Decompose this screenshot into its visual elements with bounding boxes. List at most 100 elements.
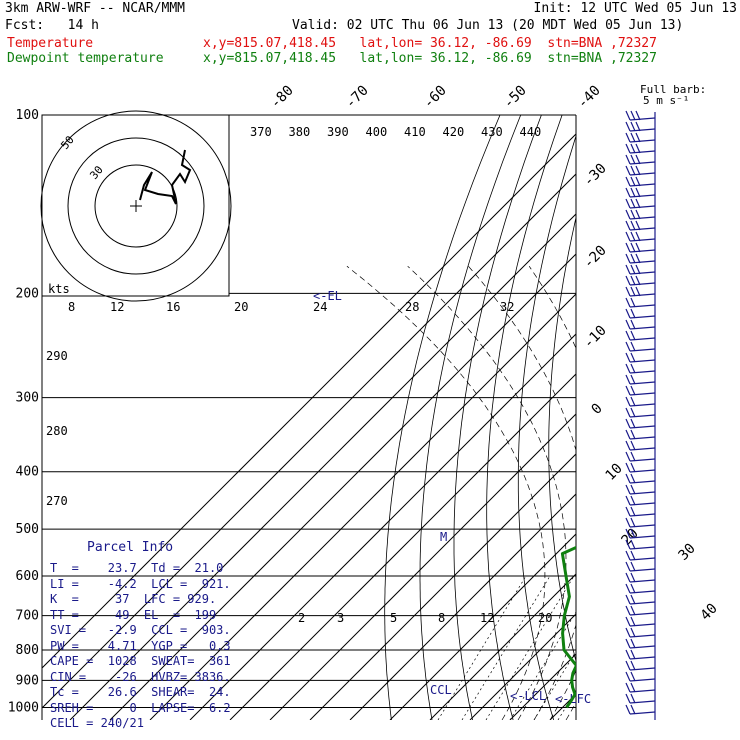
pressure-tick-label: 300 xyxy=(16,391,39,406)
isotherm-label: 10 xyxy=(603,461,626,484)
theta-top-label: 370 xyxy=(250,125,272,139)
low-mixing-ratio-label: 8 xyxy=(438,611,445,625)
wind-barb xyxy=(625,407,656,418)
wind-barb xyxy=(625,583,656,594)
wind-barb xyxy=(625,187,656,198)
theta-top-label: 380 xyxy=(289,125,311,139)
valid-time: Valid: 02 UTC Thu 06 Jun 13 (20 MDT Wed … xyxy=(292,18,684,33)
isotherm-label: -70 xyxy=(343,83,372,112)
wind-barb xyxy=(625,231,656,242)
isotherm-line xyxy=(189,333,576,720)
wind-barb xyxy=(625,132,656,143)
low-mixing-ratio-label: 20 xyxy=(538,611,552,625)
isotherm-line xyxy=(349,493,576,720)
isotherm-line xyxy=(149,293,576,720)
dry-adiabat xyxy=(548,215,576,663)
hodograph-ring xyxy=(40,110,232,302)
wind-barb xyxy=(625,605,656,616)
wind-barb xyxy=(625,319,656,330)
isotherm-line xyxy=(590,115,740,720)
parcel-info-row: CELL = 240/21 xyxy=(50,716,144,730)
mixing-ratio-line xyxy=(461,575,551,720)
wind-barb xyxy=(625,649,656,660)
wind-barb xyxy=(625,594,656,605)
pressure-tick-label: 400 xyxy=(16,465,39,480)
wind-barb xyxy=(625,308,656,319)
isotherm-label: -60 xyxy=(421,83,450,112)
wind-barb xyxy=(625,297,656,308)
theta-top-label: 390 xyxy=(327,125,349,139)
wind-barb xyxy=(625,143,656,154)
wind-barb xyxy=(625,484,656,495)
isotherm-label: 0 xyxy=(589,401,606,418)
temperature-location: x,y=815.07,418.45 lat,lon= 36.12, -86.69… xyxy=(203,36,657,51)
wind-barb xyxy=(625,396,656,407)
mixing-ratio-label: 12 xyxy=(110,300,124,314)
isotherm-label: -50 xyxy=(501,83,530,112)
wind-barb xyxy=(625,616,656,627)
mixing-ratio-line xyxy=(485,575,575,720)
dry-adiabat xyxy=(419,115,522,720)
pressure-tick-label: 600 xyxy=(16,569,39,584)
wind-barb xyxy=(625,550,656,561)
low-mixing-ratio-label: 5 xyxy=(390,611,397,625)
moist-adiabat xyxy=(346,265,546,720)
temperature-legend-label: Temperature xyxy=(7,36,94,51)
wind-barb xyxy=(625,242,656,253)
lcl-annotation: <-LCL xyxy=(510,689,546,703)
theta-top-label: 410 xyxy=(404,125,426,139)
hodograph-ring xyxy=(94,164,178,248)
wind-barb xyxy=(625,451,656,462)
moist-adiabat xyxy=(407,265,567,720)
wind-barb xyxy=(625,473,656,484)
wind-barb xyxy=(625,440,656,451)
wind-barb xyxy=(625,495,656,506)
wind-barb xyxy=(625,704,656,715)
barb-key-label: Full barb: xyxy=(640,83,706,96)
dewpoint-location: x,y=815.07,418.45 lat,lon= 36.12, -86.69… xyxy=(203,51,657,66)
mixing-ratio-label: 28 xyxy=(405,300,419,314)
parcel-info-title: Parcel Info xyxy=(87,540,174,555)
parcel-info-row: CIN = -26 HVBZ= 3836. xyxy=(50,669,231,684)
wind-barb xyxy=(625,110,656,121)
pressure-tick-label: 700 xyxy=(16,609,39,624)
parcel-info-row: CAPE = 1028 SWEAT= 361 xyxy=(50,654,231,668)
isotherm-label: 40 xyxy=(698,601,721,624)
ccl-annotation: CCL xyxy=(430,683,452,697)
dry-adiabat xyxy=(384,115,501,720)
low-mixing-ratio-label: 2 xyxy=(298,611,305,625)
dry-adiabat xyxy=(688,115,740,720)
isotherm-label: -80 xyxy=(268,83,297,112)
isotherm-line xyxy=(670,115,740,720)
isotherm-line xyxy=(109,253,576,720)
wind-barb xyxy=(625,572,656,583)
dry-adiabat xyxy=(713,115,740,720)
theta-left-label: 290 xyxy=(46,349,68,363)
isotherm-line xyxy=(429,573,576,720)
mixing-ratio-label: 32 xyxy=(500,300,514,314)
pressure-tick-label: 200 xyxy=(16,286,39,301)
parcel-info-row: Tc = 26.6 SHEAR= 24. xyxy=(50,685,231,699)
wind-barb xyxy=(625,429,656,440)
wind-barb xyxy=(625,385,656,396)
isotherm-line xyxy=(469,613,576,720)
wind-barb xyxy=(625,539,656,550)
isotherm-line xyxy=(229,373,576,720)
dry-adiabat xyxy=(661,115,740,720)
mixing-ratio-label: 20 xyxy=(234,300,248,314)
wind-barb xyxy=(625,352,656,363)
theta-top-label: 440 xyxy=(520,125,542,139)
isotherm-line xyxy=(389,533,576,720)
wind-barb xyxy=(625,341,656,352)
wind-barb xyxy=(625,253,656,264)
pressure-tick-label: 1000 xyxy=(8,700,39,715)
low-mixing-ratio-label: 3 xyxy=(337,611,344,625)
wind-barb xyxy=(625,660,656,671)
low-mixing-ratio-label: 12 xyxy=(480,611,494,625)
parcel-info-row: K = 37 LFC = 929. xyxy=(50,592,217,606)
isotherm-label: -40 xyxy=(575,83,604,112)
m-annotation: M xyxy=(440,530,447,544)
wind-barb xyxy=(625,462,656,473)
wind-barb xyxy=(625,627,656,638)
wind-barb xyxy=(625,693,656,704)
